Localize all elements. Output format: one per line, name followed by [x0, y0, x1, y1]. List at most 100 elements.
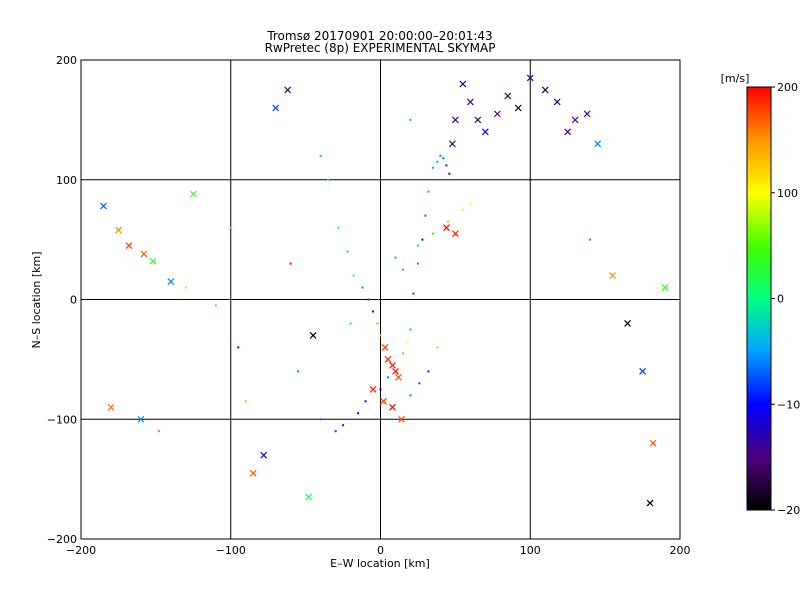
x-tick-label: 200	[670, 544, 691, 557]
data-point-dot	[409, 394, 412, 397]
data-point-cross	[140, 250, 148, 258]
data-point-dot	[431, 166, 434, 169]
data-point-cross	[395, 373, 402, 381]
data-point-cross	[149, 257, 157, 265]
data-point-dot	[372, 310, 375, 313]
data-point-cross	[398, 415, 405, 423]
data-point-dot	[589, 238, 592, 241]
data-point-dot	[349, 322, 352, 325]
data-point-dot	[237, 346, 240, 349]
colorbar-tick-label: 200	[777, 81, 798, 94]
colorbar-ticks: −200 −100 0 100 200	[771, 81, 800, 517]
data-point-cross	[392, 367, 399, 375]
data-point-dot	[409, 328, 412, 331]
data-points	[100, 74, 669, 507]
colorbar-label: [m/s]	[721, 72, 750, 85]
data-point-cross	[167, 278, 175, 285]
data-point-cross	[369, 385, 377, 393]
data-point-cross	[249, 469, 257, 477]
data-point-dot	[379, 334, 382, 337]
colorbar-tick-label: −100	[777, 398, 800, 411]
colorbar-tick-label: 100	[777, 187, 798, 200]
data-point-dot	[421, 238, 424, 241]
data-point-cross	[624, 320, 632, 327]
data-point-dot	[442, 157, 445, 160]
y-axis-label: N–S location [km]	[30, 251, 43, 348]
data-point-dot	[376, 322, 379, 325]
data-point-cross	[493, 110, 501, 118]
data-point-dot	[244, 400, 247, 403]
data-point-dot	[401, 352, 404, 355]
data-point-dot	[427, 190, 430, 193]
data-point-dot	[361, 286, 364, 289]
y-tick-label: 0	[70, 294, 77, 307]
data-point-dot	[297, 370, 300, 373]
data-point-cross	[389, 361, 396, 369]
data-point-cross	[380, 397, 387, 405]
y-tick-label: −100	[47, 413, 77, 426]
data-point-dot	[439, 154, 442, 157]
chart-subtitle: RwPretec (8p) EXPERIMENTAL SKYMAP	[265, 41, 496, 55]
data-point-cross	[541, 86, 549, 94]
data-point-cross	[309, 332, 317, 339]
data-point-cross	[609, 272, 617, 279]
chart-title: Tromsø 20170901 20:00:00–20:01:43	[266, 29, 492, 43]
grid-lines	[81, 60, 680, 539]
x-tick-label: 100	[520, 544, 541, 557]
data-point-dot	[424, 214, 427, 217]
data-point-dot	[334, 430, 337, 433]
data-point-dot	[229, 226, 232, 229]
colorbar-tick-label: −200	[777, 504, 800, 517]
data-point-dot	[436, 160, 439, 163]
data-point-cross	[442, 224, 450, 232]
data-point-cross	[284, 86, 292, 94]
data-point-cross	[115, 226, 122, 234]
x-axis-ticks: −200 −100 0 100 200	[66, 544, 691, 557]
data-point-dot	[337, 226, 340, 229]
data-point-dot	[401, 268, 404, 271]
y-tick-label: 200	[56, 54, 77, 67]
data-point-dot	[412, 292, 415, 295]
y-tick-label: 100	[56, 174, 77, 187]
colorbar: [m/s] −200 −100 0 100 200	[721, 72, 800, 517]
data-point-dot	[346, 250, 349, 253]
data-point-dot	[157, 430, 160, 433]
data-point-dot	[427, 370, 430, 373]
data-point-cross	[474, 116, 482, 124]
data-point-cross	[389, 403, 396, 411]
data-point-dot	[406, 340, 409, 343]
data-point-cross	[384, 355, 392, 363]
data-point-cross	[381, 343, 389, 351]
x-tick-label: 0	[377, 544, 384, 557]
y-tick-label: −200	[47, 533, 77, 546]
scatter-plot-area	[80, 59, 681, 540]
data-point-cross	[646, 499, 654, 507]
data-point-cross	[451, 230, 459, 238]
data-point-dot	[416, 262, 419, 265]
data-point-dot	[327, 178, 330, 181]
data-point-cross	[451, 116, 459, 124]
data-point-dot	[379, 388, 382, 391]
data-point-cross	[639, 367, 646, 375]
data-point-dot	[445, 164, 448, 167]
data-point-dot	[289, 262, 292, 265]
data-point-cross	[661, 284, 669, 291]
data-point-dot	[529, 178, 532, 181]
data-point-dot	[446, 220, 449, 223]
data-point-cross	[504, 92, 512, 100]
data-point-dot	[469, 202, 472, 205]
data-point-dot	[461, 208, 464, 211]
data-point-dot	[319, 418, 322, 421]
data-point-dot	[418, 382, 421, 385]
x-axis-label: E–W location [km]	[330, 557, 430, 570]
data-point-cross	[594, 140, 602, 148]
colorbar-tick-label: 0	[777, 293, 784, 306]
data-point-dot	[409, 118, 412, 121]
data-point-dot	[448, 172, 451, 175]
data-point-cross	[107, 403, 115, 411]
data-point-cross	[125, 242, 133, 250]
data-point-cross	[137, 415, 145, 423]
data-point-dot	[214, 304, 217, 307]
data-point-dot	[367, 298, 370, 301]
